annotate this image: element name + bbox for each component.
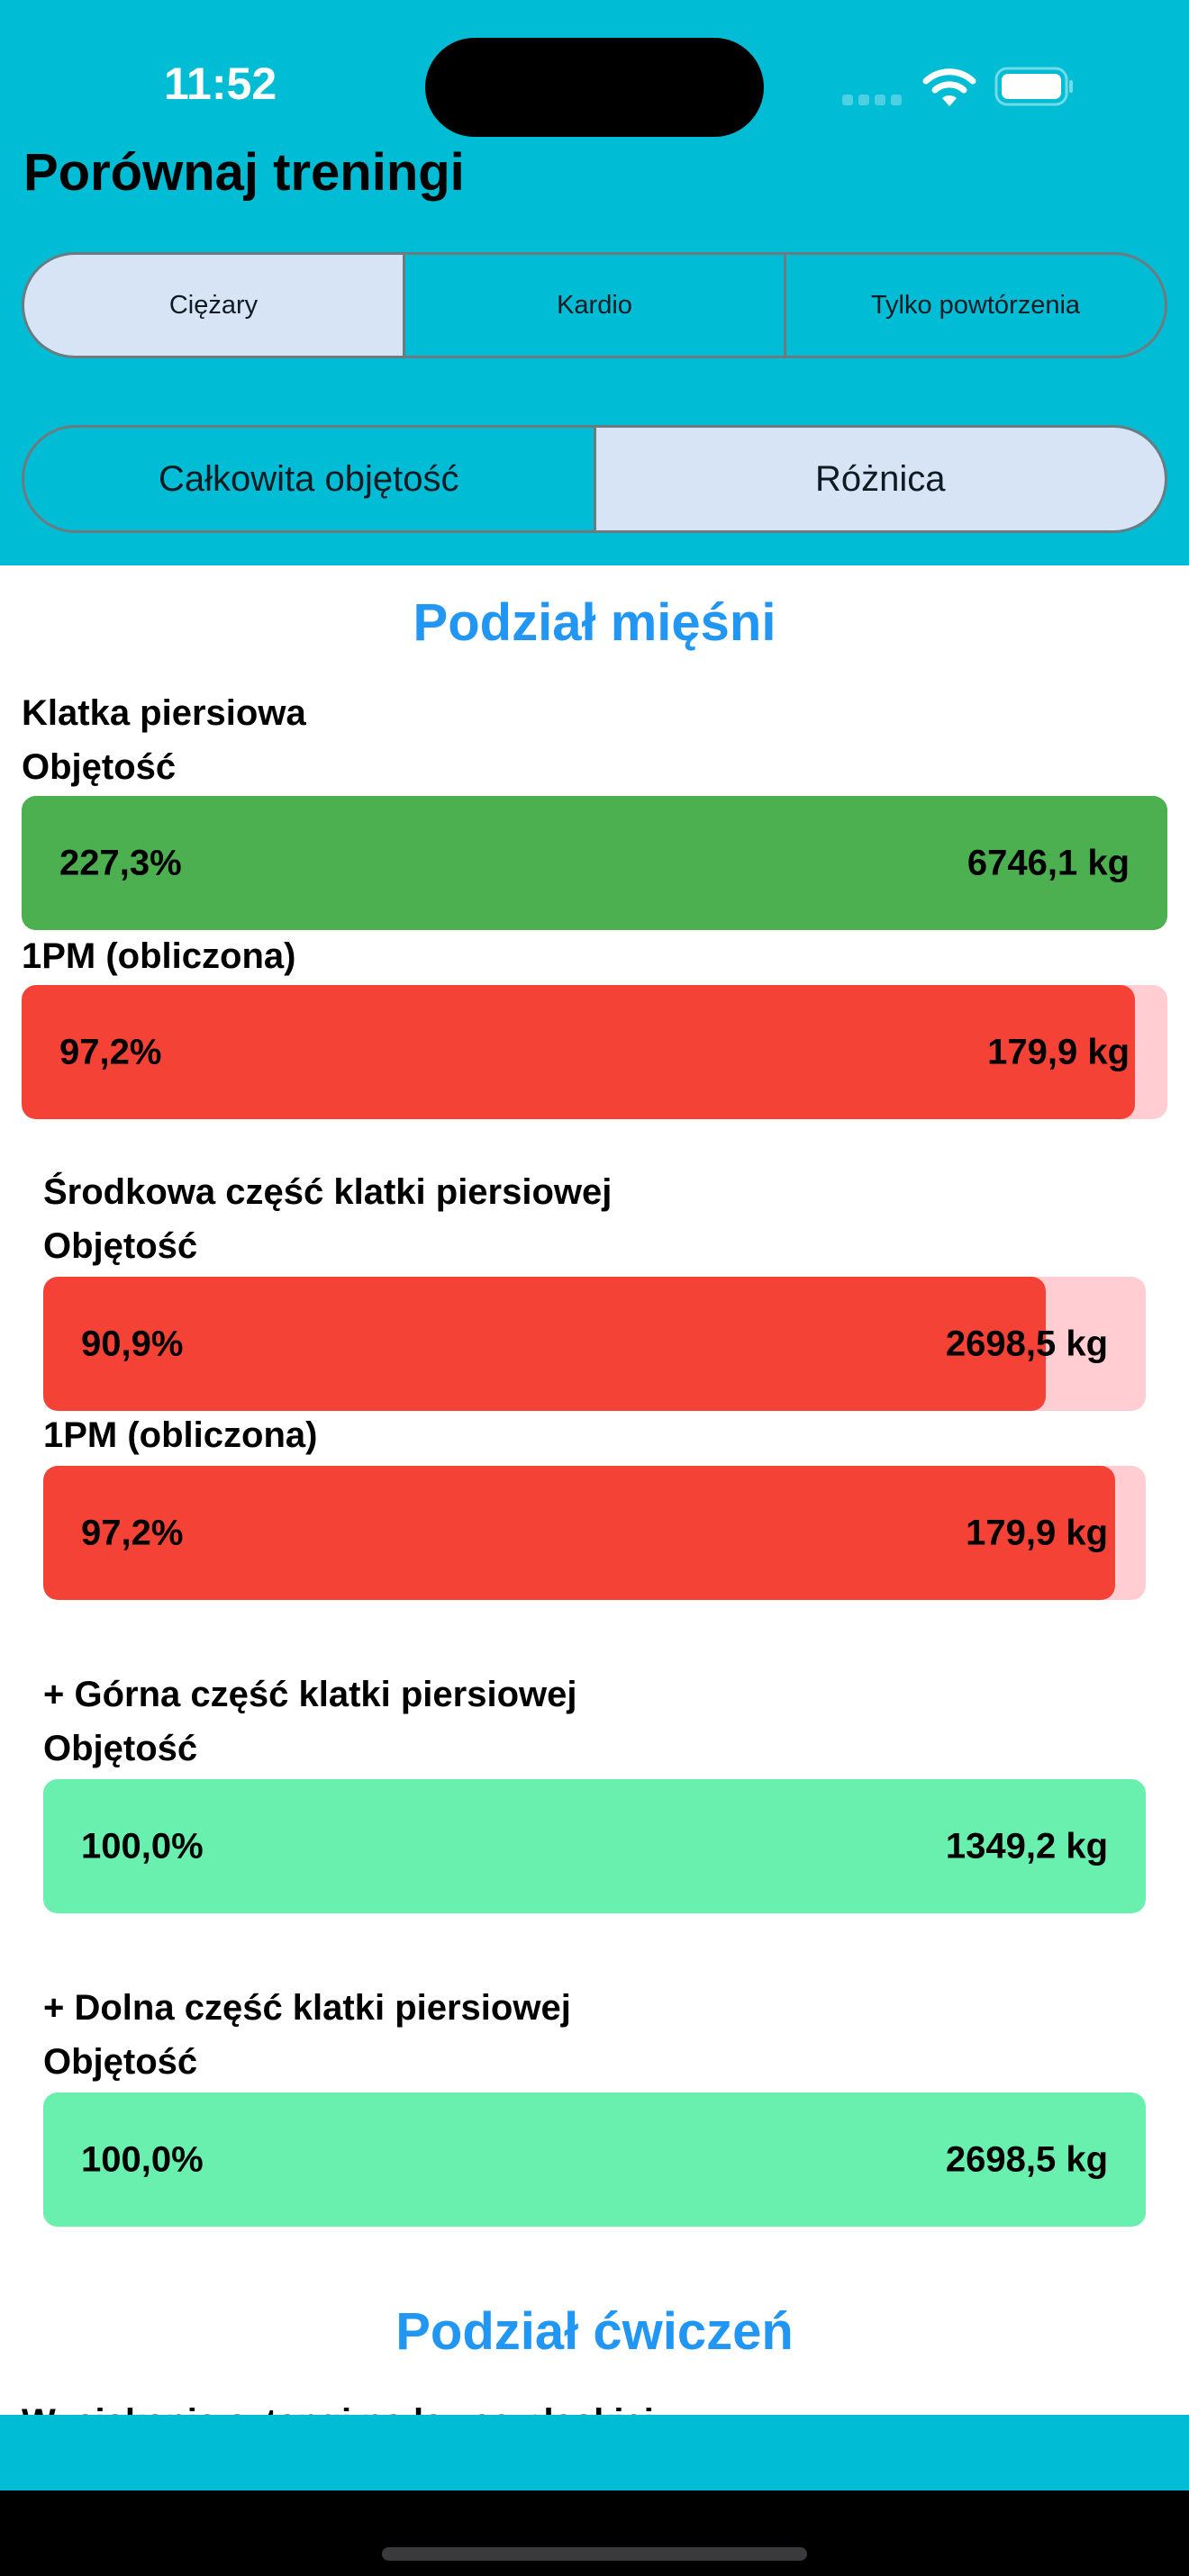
volume-bar: 100,0% 2698,5 kg xyxy=(43,2092,1146,2227)
exercise-name-partial: Wyciskanie sztangi na ławce płaskiej xyxy=(22,2395,654,2415)
workout-type-segmented-control: Ciężary Kardio Tylko powtórzenia xyxy=(22,252,1167,358)
comparison-mode-segmented-control: Całkowita objętość Różnica xyxy=(22,425,1167,533)
muscle-subgroup-name: Środkowa część klatki piersiowej xyxy=(43,1172,613,1212)
volume-bar: 90,9% 2698,5 kg xyxy=(43,1277,1146,1411)
percent-value: 97,2% xyxy=(59,1032,162,1071)
wifi-icon xyxy=(922,68,976,106)
cellular-signal-icon xyxy=(842,95,902,105)
tab-difference[interactable]: Różnica xyxy=(593,428,1165,530)
weight-value: 1349,2 kg xyxy=(945,1826,1108,1866)
metric-label: Objętość xyxy=(22,747,177,787)
weight-value: 2698,5 kg xyxy=(945,2139,1108,2179)
bar-fill xyxy=(43,2092,1146,2227)
muscle-group-name: Klatka piersiowa xyxy=(22,693,306,733)
one-rep-max-bar: 97,2% 179,9 kg xyxy=(22,985,1167,1119)
metric-label: 1PM (obliczona) xyxy=(22,936,296,976)
muscle-subgroup-name-expandable[interactable]: + Górna część klatki piersiowej xyxy=(43,1675,577,1714)
weight-value: 2698,5 kg xyxy=(945,1324,1108,1363)
app-header: 11:52 Porównaj treningi Ciężary Kardio T… xyxy=(0,0,1189,565)
muscle-subgroup-name-expandable[interactable]: + Dolna część klatki piersiowej xyxy=(43,1988,571,2028)
tab-cardio[interactable]: Kardio xyxy=(403,255,784,356)
bar-fill xyxy=(22,796,1167,930)
percent-value: 227,3% xyxy=(59,843,182,882)
metric-label: Objętość xyxy=(43,2042,198,2082)
metric-label: 1PM (obliczona) xyxy=(43,1415,318,1455)
weight-value: 179,9 kg xyxy=(966,1513,1108,1552)
metric-label: Objętość xyxy=(43,1729,198,1768)
battery-icon xyxy=(994,67,1073,106)
dynamic-island xyxy=(425,38,764,137)
bottom-bar xyxy=(0,2415,1189,2490)
status-time: 11:52 xyxy=(164,59,277,109)
bar-fill xyxy=(43,1466,1115,1600)
bar-fill xyxy=(22,985,1136,1119)
section-title-exercise-breakdown: Podział ćwiczeń xyxy=(395,2302,794,2361)
home-area xyxy=(0,2490,1189,2576)
metric-label: Objętość xyxy=(43,1226,198,1266)
one-rep-max-bar: 97,2% 179,9 kg xyxy=(43,1466,1146,1600)
bar-fill xyxy=(43,1779,1146,1913)
volume-bar: 227,3% 6746,1 kg xyxy=(22,796,1167,930)
page-title: Porównaj treningi xyxy=(23,143,465,202)
percent-value: 100,0% xyxy=(81,2139,204,2179)
bar-fill xyxy=(43,1277,1046,1411)
weight-value: 179,9 kg xyxy=(987,1032,1130,1071)
home-indicator[interactable] xyxy=(382,2547,807,2561)
weight-value: 6746,1 kg xyxy=(967,843,1130,882)
percent-value: 97,2% xyxy=(81,1513,184,1552)
percent-value: 100,0% xyxy=(81,1826,204,1866)
volume-bar: 100,0% 1349,2 kg xyxy=(43,1779,1146,1913)
tab-total-volume[interactable]: Całkowita objętość xyxy=(159,458,459,499)
section-title-muscle-breakdown: Podział mięśni xyxy=(413,593,776,652)
tab-weights[interactable]: Ciężary xyxy=(24,255,403,356)
tab-reps-only[interactable]: Tylko powtórzenia xyxy=(784,255,1165,356)
percent-value: 90,9% xyxy=(81,1324,184,1363)
